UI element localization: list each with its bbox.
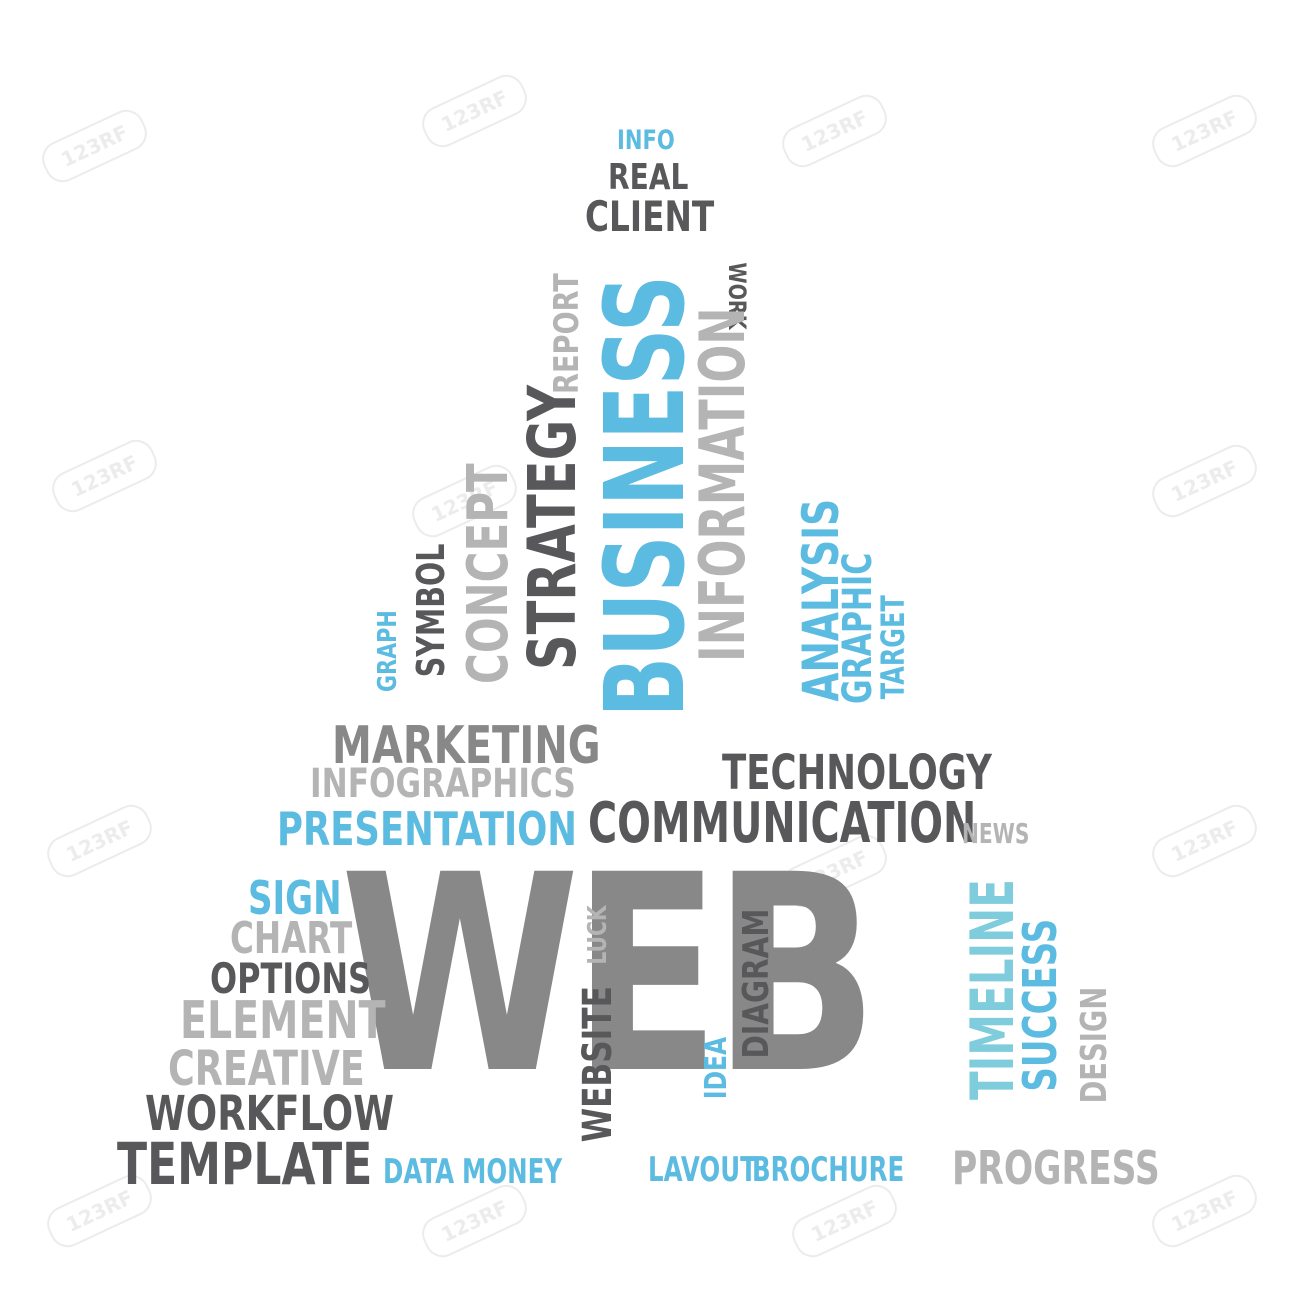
- word-success: SUCCESS: [1013, 918, 1067, 1092]
- word-diagram: DIAGRAM: [736, 908, 777, 1059]
- word-target: TARGET: [874, 595, 912, 700]
- word-infographics: INFOGRAPHICS: [310, 761, 576, 807]
- word-communication: COMMUNICATION: [588, 791, 977, 856]
- word-chart: CHART: [230, 913, 353, 964]
- word-money: MONEY: [462, 1152, 563, 1192]
- word-strategy: STRATEGY: [514, 385, 591, 670]
- word-creative: CREATIVE: [168, 1041, 365, 1097]
- word-graph: GRAPH: [373, 610, 403, 692]
- word-client: CLIENT: [585, 192, 715, 241]
- watermark-logo: 123RF: [786, 1178, 903, 1264]
- word-options: OPTIONS: [210, 954, 372, 1003]
- word-data: DATA: [383, 1152, 455, 1192]
- word-luck: LUCK: [583, 905, 613, 965]
- word-layout: LAVOUT: [648, 1150, 757, 1190]
- watermark-logo: 123RF: [1146, 798, 1263, 884]
- word-template: TEMPLATE: [117, 1130, 373, 1198]
- word-real: REAL: [608, 157, 689, 198]
- word-website: WEBSITE: [575, 986, 621, 1143]
- watermark-logo: 123RF: [36, 103, 153, 189]
- word-symbol: SYMBOL: [409, 543, 453, 678]
- word-design: DESIGN: [1074, 986, 1115, 1104]
- word-sign: SIGN: [248, 871, 342, 925]
- word-marketing: MARKETING: [332, 716, 601, 776]
- word-element: ELEMENT: [180, 991, 386, 1051]
- word-presentation: PRESENTATION: [277, 802, 577, 856]
- word-technology: TECHNOLOGY: [722, 745, 992, 801]
- word-idea: IDEA: [699, 1036, 734, 1100]
- watermark-logo: 123RF: [41, 798, 158, 884]
- word-brochure: BROCHURE: [752, 1150, 905, 1190]
- word-workflow: WORKFLOW: [145, 1086, 394, 1142]
- watermark-logo: 123RF: [1146, 1168, 1263, 1254]
- word-info: INFO: [617, 125, 675, 156]
- word-news: NEWS: [962, 817, 1030, 850]
- watermark-logo: 123RF: [416, 68, 533, 154]
- word-web: WEB: [340, 818, 879, 1134]
- watermark-logo: 123RF: [1146, 88, 1263, 174]
- word-progress: PROGRESS: [952, 1141, 1160, 1195]
- watermark-logo: 123RF: [46, 433, 163, 519]
- word-concept: CONCEPT: [456, 463, 521, 684]
- word-information: INFORMATION: [686, 307, 759, 662]
- watermark-logo: 123RF: [1146, 438, 1263, 524]
- watermark-logo: 123RF: [776, 88, 893, 174]
